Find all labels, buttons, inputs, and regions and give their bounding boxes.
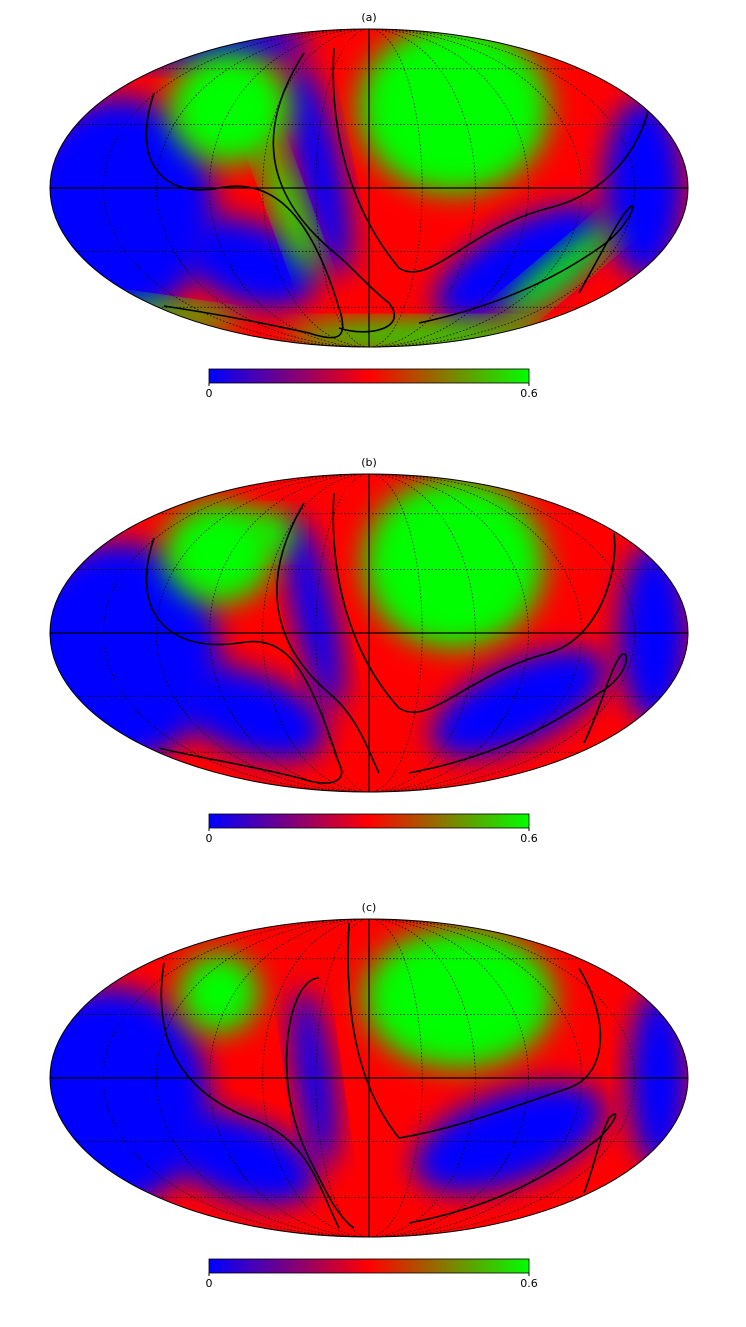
contour — [332, 47, 650, 273]
colorbar — [208, 813, 530, 829]
colorbar-tick-label: 0.6 — [520, 1277, 538, 1290]
map-outline — [49, 473, 689, 793]
panel-label: (a) — [361, 11, 376, 24]
high-region — [244, 513, 294, 553]
map — [50, 474, 688, 792]
map — [50, 29, 688, 347]
contour — [272, 52, 396, 333]
colorbar — [208, 1258, 530, 1274]
colorbar-tick-label: 0 — [206, 387, 213, 400]
contour — [276, 502, 380, 774]
colorbar-tick-label: 0 — [206, 1277, 213, 1290]
contour — [408, 653, 628, 774]
contour — [332, 492, 616, 714]
contour — [145, 537, 343, 784]
contour — [347, 922, 602, 1139]
low-region — [162, 1111, 316, 1205]
contour — [160, 962, 340, 1229]
high-region — [261, 142, 317, 274]
panel: (a) 0 0.6 — [49, 11, 689, 400]
low-region — [413, 1083, 605, 1193]
low-region — [287, 60, 351, 276]
panel: (b) 0 0.6 — [49, 456, 689, 845]
contour — [418, 205, 634, 324]
colorbar — [208, 368, 530, 384]
low-region — [172, 666, 326, 760]
panel-label: (b) — [361, 456, 377, 469]
low-region — [431, 648, 607, 758]
colorbar-tick-label: 0 — [206, 832, 213, 845]
contour — [285, 977, 355, 1229]
low-region — [434, 205, 604, 321]
contour — [145, 92, 344, 339]
low-region — [181, 218, 317, 308]
high-region — [364, 478, 544, 648]
map-outline — [49, 918, 689, 1238]
high-region — [364, 928, 554, 1068]
colorbar-tick-label: 0.6 — [520, 387, 538, 400]
panel-label: (c) — [362, 901, 377, 914]
high-region — [169, 53, 289, 163]
low-region — [50, 988, 209, 1208]
map-outline — [49, 28, 689, 348]
high-region — [179, 953, 259, 1033]
high-region — [359, 29, 549, 193]
low-region — [285, 515, 343, 711]
colorbar-tick-label: 0.6 — [520, 832, 538, 845]
map — [50, 919, 688, 1237]
panel: (c) 0 0.6 — [49, 901, 689, 1290]
contour — [408, 1113, 617, 1224]
